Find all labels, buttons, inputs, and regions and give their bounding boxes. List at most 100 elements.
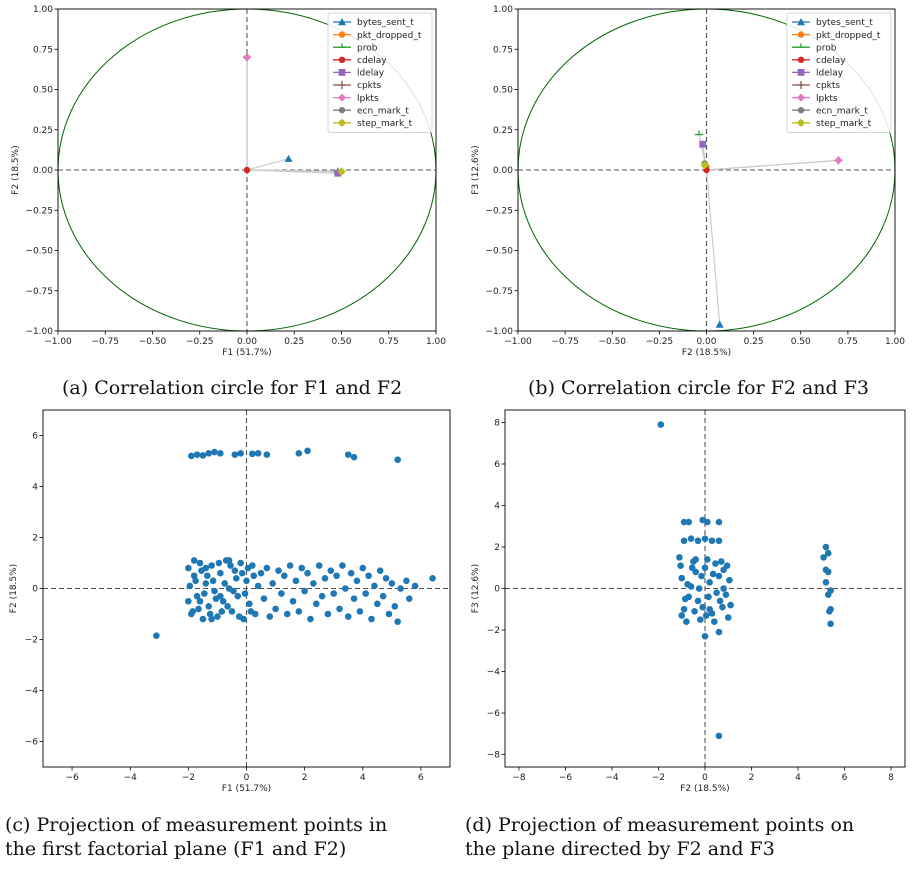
legend-marker-pkt_dropped_t bbox=[338, 31, 346, 38]
data-point bbox=[208, 562, 215, 569]
point-lpkts bbox=[834, 156, 843, 165]
x-tick-label: −0.25 bbox=[646, 337, 674, 347]
data-point bbox=[715, 518, 723, 526]
y-tick-label: 0.75 bbox=[493, 45, 513, 55]
data-point bbox=[324, 610, 332, 618]
data-point bbox=[257, 569, 265, 577]
data-point bbox=[709, 570, 717, 578]
legend-label: cpkts bbox=[357, 81, 381, 91]
data-point bbox=[715, 537, 723, 545]
data-point bbox=[219, 597, 227, 605]
x-tick-label: −6 bbox=[65, 773, 79, 783]
data-point bbox=[190, 572, 198, 580]
data-point bbox=[394, 618, 401, 625]
x-tick-label: −0.50 bbox=[598, 337, 626, 347]
x-tick-label: 8 bbox=[888, 773, 894, 783]
data-point bbox=[263, 564, 271, 572]
data-point bbox=[391, 603, 399, 610]
data-point bbox=[283, 610, 291, 618]
legend-marker-prob bbox=[338, 43, 346, 48]
data-point bbox=[359, 564, 367, 572]
data-point bbox=[727, 601, 734, 609]
vector-bytes_sent_t bbox=[246, 158, 289, 171]
legend-marker-prob bbox=[797, 43, 805, 48]
data-point bbox=[344, 451, 352, 458]
data-point bbox=[374, 600, 381, 608]
x-tick-label: 0 bbox=[702, 773, 708, 783]
data-point bbox=[246, 600, 253, 608]
point-cdelay bbox=[243, 166, 251, 174]
caption-d-line1: (d) Projection of measurement points on bbox=[465, 814, 855, 836]
data-point bbox=[254, 582, 262, 590]
caption-c-line2: the first factorial plane (F1 and F2) bbox=[5, 838, 347, 860]
data-point bbox=[677, 562, 684, 569]
y-tick-label: −0.25 bbox=[25, 206, 53, 216]
data-point bbox=[822, 578, 830, 586]
data-point bbox=[312, 600, 320, 608]
data-point bbox=[211, 587, 218, 595]
data-point bbox=[196, 597, 204, 605]
data-point bbox=[243, 577, 250, 585]
x-tick-label: 0 bbox=[244, 773, 250, 783]
legend-label: ecn_mark_t bbox=[816, 106, 868, 116]
data-point bbox=[824, 568, 832, 576]
data-point bbox=[827, 620, 834, 628]
data-point bbox=[310, 580, 317, 587]
data-point bbox=[217, 569, 224, 577]
x-axis-label: F1 (51.7%) bbox=[222, 784, 271, 794]
y-tick-label: 2 bbox=[32, 534, 38, 544]
data-point bbox=[235, 613, 243, 620]
data-point bbox=[684, 581, 691, 588]
data-point bbox=[217, 592, 224, 600]
data-point bbox=[244, 564, 252, 572]
x-tick-label: 0.25 bbox=[744, 337, 764, 347]
data-point bbox=[713, 589, 720, 596]
data-point bbox=[697, 616, 704, 623]
data-point bbox=[356, 608, 364, 615]
legend-marker-bytes_sent_t bbox=[338, 18, 346, 26]
data-point bbox=[826, 608, 833, 615]
y-axis-label: F2 (18.5%) bbox=[11, 145, 21, 194]
x-tick-label: 1.00 bbox=[426, 337, 446, 347]
data-point bbox=[295, 450, 303, 457]
data-point bbox=[185, 564, 192, 572]
legend-marker-cdelay bbox=[797, 56, 805, 63]
y-tick-label: 2 bbox=[494, 543, 500, 553]
data-point bbox=[678, 574, 686, 582]
data-point bbox=[723, 562, 731, 569]
x-tick-label: −2 bbox=[652, 773, 665, 783]
data-point bbox=[307, 615, 314, 623]
data-point bbox=[214, 613, 221, 620]
legend-label: ecn_mark_t bbox=[357, 106, 409, 116]
x-axis-label: F1 (51.7%) bbox=[222, 348, 271, 358]
caption-a: (a) Correlation circle for F1 and F2 bbox=[62, 377, 403, 399]
data-point bbox=[237, 559, 244, 567]
data-point bbox=[333, 572, 340, 580]
data-point bbox=[704, 518, 711, 526]
y-tick-label: 6 bbox=[494, 460, 500, 470]
data-point bbox=[699, 603, 706, 611]
data-point bbox=[678, 612, 686, 619]
y-tick-label: −6 bbox=[25, 738, 39, 748]
x-tick-label: −6 bbox=[559, 773, 573, 783]
data-point bbox=[153, 632, 160, 639]
data-point bbox=[350, 595, 358, 602]
y-tick-label: 6 bbox=[32, 432, 38, 442]
y-tick-label: −6 bbox=[487, 709, 501, 719]
data-point bbox=[347, 569, 355, 577]
data-point bbox=[321, 575, 329, 582]
data-point bbox=[304, 447, 311, 455]
data-point bbox=[206, 610, 214, 618]
y-tick-label: −1.00 bbox=[25, 327, 53, 337]
data-point bbox=[711, 618, 718, 626]
data-point bbox=[286, 562, 294, 569]
legend-marker-cpkts bbox=[338, 81, 346, 89]
point-prob bbox=[694, 130, 703, 136]
data-point bbox=[362, 590, 369, 597]
x-tick-label: 2 bbox=[302, 773, 308, 783]
data-point bbox=[722, 591, 730, 599]
x-tick-label: 0.25 bbox=[284, 337, 304, 347]
data-point bbox=[241, 590, 249, 597]
y-tick-label: −2 bbox=[25, 636, 38, 646]
data-point bbox=[233, 575, 240, 582]
